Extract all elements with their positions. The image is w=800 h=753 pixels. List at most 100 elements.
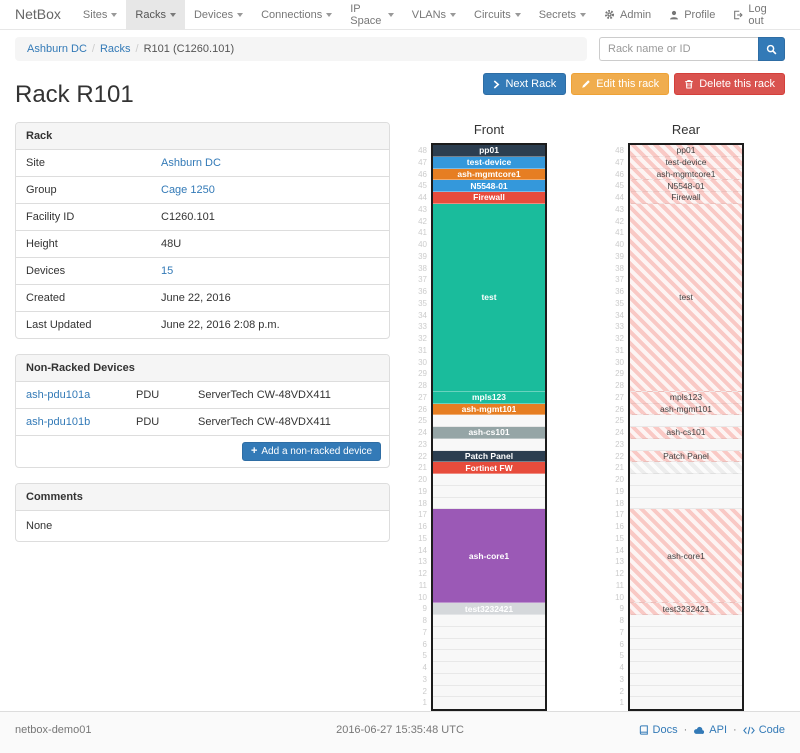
unit-number: 1 [422,698,427,708]
caret-down-icon [169,12,176,17]
unit-number: 4 [619,663,624,672]
unit-number: 8 [619,616,624,625]
breadcrumb-item-racks[interactable]: Racks [99,43,131,55]
search-input[interactable] [599,37,758,61]
nav-item-devices[interactable]: Devices [185,0,252,29]
rack-rear-device-fortinet-fw[interactable] [630,462,742,474]
device-label: mpls123 [669,392,703,403]
nav-profile[interactable]: Profile [660,0,724,29]
rack-slot-empty [433,673,545,686]
rack-front-device-test[interactable]: test [433,203,545,392]
button-label: Next Rack [505,78,557,90]
device-label: pp01 [676,145,696,156]
nav-item-circuits[interactable]: Circuits [465,0,530,29]
rack-rear-device-ash-cs101[interactable]: ash-cs101 [630,427,742,439]
rack-rear-device-pp01[interactable]: pp01 [630,145,742,157]
nav-item-vlans[interactable]: VLANs [403,0,465,29]
unit-number: 16 [418,522,427,531]
rack-rear-device-patch-panel[interactable]: Patch Panel [630,450,742,463]
rack-rear-device-n5548-01[interactable]: N5548-01 [630,180,742,192]
search-button[interactable] [758,37,785,61]
non-racked-panel-heading: Non-Racked Devices [16,355,389,382]
device-label: test-device [665,157,707,168]
nav-admin[interactable]: Admin [595,0,660,29]
rack-front-device-test-device[interactable]: test-device [433,156,545,169]
unit-number: 33 [615,322,624,332]
next-rack-button[interactable]: Next Rack [483,73,567,95]
rack-rear-device-ash-core1[interactable]: ash-core1 [630,509,742,604]
rack-rear-device-firewall[interactable]: Firewall [630,192,742,204]
rack-front-device-firewall[interactable]: Firewall [433,192,545,204]
rack-front-device-n5548-01[interactable]: N5548-01 [433,180,545,192]
unit-number: 24 [615,428,624,437]
rack-rear-device-test-device[interactable]: test-device [630,156,742,169]
unit-number: 18 [615,498,624,508]
rack-rear-device-ash-mgmt101[interactable]: ash-mgmt101 [630,403,742,416]
rack-front-device-ash-core1[interactable]: ash-core1 [433,509,545,604]
footer-link-api[interactable]: API [693,724,727,736]
device-label: pp01 [479,145,499,156]
nav-item-sites[interactable]: Sites [74,0,126,29]
nav-item-secrets[interactable]: Secrets [530,0,595,29]
unit-number: 34 [615,310,624,320]
unit-number: 30 [418,357,427,367]
unit-number: 42 [615,216,624,226]
device-label: ash-mgmtcore1 [656,168,716,179]
rack-rear-device-test[interactable]: test [630,203,742,392]
device-label: test [481,292,497,303]
device-role: PDU [136,416,160,428]
footer-link-code[interactable]: Code [742,724,785,736]
edit-this-rack-button[interactable]: Edit this rack [571,73,670,95]
breadcrumb-item-ashburn-dc[interactable]: Ashburn DC [27,43,87,55]
add-non-racked-device-button[interactable]: + Add a non-racked device [241,442,381,461]
footer-link-docs[interactable]: Docs [639,724,678,736]
unit-number: 46 [418,169,427,179]
device-label: ash-core1 [468,550,510,561]
rack-front-device-ash-mgmtcore1[interactable]: ash-mgmtcore1 [433,168,545,181]
main-row: Rack Site Ashburn DC Group Cage 1250 Facilit… [15,122,785,711]
book-icon [639,725,649,735]
rack-front-device-ash-mgmt101[interactable]: ash-mgmt101 [433,403,545,416]
device-type: ServerTech CW-48VDX411 [198,389,331,401]
rack-front-device-test3232421[interactable]: test3232421 [433,603,545,615]
navbar: NetBox Sites Racks Devices Connections IP Sp… [0,0,800,30]
delete-this-rack-button[interactable]: Delete this rack [674,73,785,95]
unit-number: 20 [615,475,624,484]
device-label: test-device [466,157,512,168]
rack-rear-device-mpls123[interactable]: mpls123 [630,391,742,404]
unit-number: 25 [418,416,427,426]
rack-front-device-mpls123[interactable]: mpls123 [433,391,545,404]
rack-slot-empty [630,438,742,451]
device-label: ash-mgmt101 [660,403,712,414]
non-racked-device-row: ash-pdu101a PDU ServerTech CW-48VDX411 [16,382,389,408]
rack-slot-empty [630,485,742,498]
nav-item-racks[interactable]: Racks [126,0,185,29]
nav-right-label: Log out [748,2,767,27]
device-link[interactable]: ash-pdu101a [26,389,91,401]
attribute-value: 15 [151,258,389,284]
rack-rear-device-ash-mgmtcore1[interactable]: ash-mgmtcore1 [630,168,742,181]
page-head: Next Rack Edit this rack Delete this rack … [15,61,785,109]
rack-front-device-patch-panel[interactable]: Patch Panel [433,450,545,463]
nav-item-connections[interactable]: Connections [252,0,341,29]
device-link[interactable]: ash-pdu101b [26,416,91,428]
attribute-link[interactable]: Ashburn DC [161,157,221,169]
attribute-link[interactable]: 15 [161,265,174,277]
rack-rear-device-test3232421[interactable]: test3232421 [630,603,742,615]
unit-number: 39 [615,251,624,261]
unit-number: 36 [615,287,624,296]
rack-front-device-ash-cs101[interactable]: ash-cs101 [433,427,545,439]
nav-item-label: Circuits [474,8,511,21]
nav-item-ip-space[interactable]: IP Space [341,0,403,29]
rack-front-device-pp01[interactable]: pp01 [433,145,545,157]
brand-logo[interactable]: NetBox [15,6,61,22]
rack-front-device-fortinet-fw[interactable]: Fortinet FW [433,462,545,474]
nav-log-out[interactable]: Log out [724,0,790,29]
unit-number: 26 [418,404,427,414]
nav-item-label: Devices [193,8,234,21]
attribute-value: 48U [161,238,182,250]
cloud-icon [693,726,705,735]
nav-item-label: Secrets [538,8,576,21]
attribute-link[interactable]: Cage 1250 [161,184,215,196]
